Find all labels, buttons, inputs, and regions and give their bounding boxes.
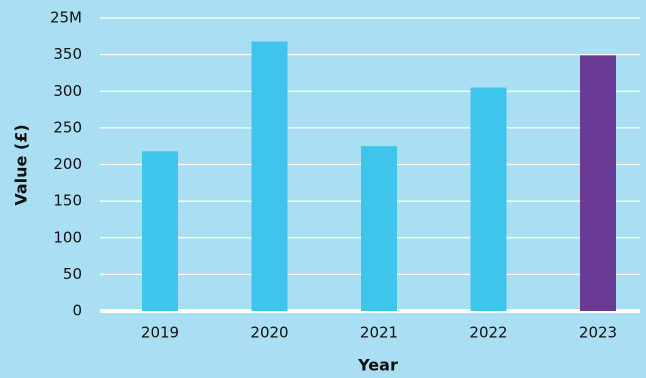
bar xyxy=(251,41,288,311)
y-tick-label: 50 xyxy=(63,265,82,283)
y-tick-label: 300 xyxy=(53,82,82,100)
x-tick-label: 2019 xyxy=(141,324,179,342)
x-tick-label: 2020 xyxy=(250,324,288,342)
bar xyxy=(142,151,178,311)
x-axis-title: Year xyxy=(357,356,398,375)
y-tick-label: 200 xyxy=(53,155,82,173)
x-tick-label: 2022 xyxy=(469,324,507,342)
y-tick-label: 250 xyxy=(53,118,82,136)
y-tick-label: 150 xyxy=(53,192,82,210)
bar xyxy=(580,55,616,311)
bar xyxy=(361,146,397,311)
y-axis-title: Value (£) xyxy=(12,124,31,205)
x-tick-label: 2023 xyxy=(579,324,617,342)
y-tick-label: 350 xyxy=(53,45,82,63)
y-tick-label: 100 xyxy=(53,228,82,246)
bar xyxy=(470,87,507,312)
y-tick-label: 0 xyxy=(72,302,82,320)
y-tick-label: 25M xyxy=(50,9,82,27)
x-tick-label: 2021 xyxy=(360,324,398,342)
